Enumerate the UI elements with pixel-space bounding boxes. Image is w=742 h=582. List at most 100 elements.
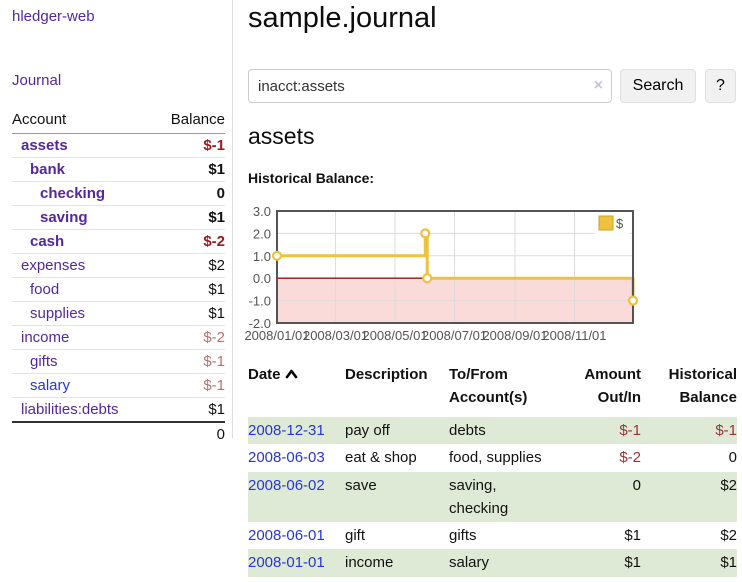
account-link-gifts[interactable]: gifts xyxy=(30,353,58,370)
svg-text:0.0: 0.0 xyxy=(253,271,271,286)
transaction-description: eat & shop xyxy=(345,449,417,467)
transaction-accounts: gifts xyxy=(449,527,477,544)
transaction-date-link[interactable]: 2008-12-31 xyxy=(248,422,325,439)
account-row: assets $-1 xyxy=(12,134,225,158)
account-link-liabilities-debts[interactable]: liabilities:debts xyxy=(21,401,119,418)
transaction-date-link[interactable]: 2008-06-01 xyxy=(248,527,325,544)
account-balance: $1 xyxy=(208,209,225,226)
transaction-balance: $2 xyxy=(720,527,737,544)
transaction-balance: $1 xyxy=(720,554,737,572)
accounts-table: Account Balance assets $-1 bank $1 checkin… xyxy=(12,108,225,446)
historical-balance-chart: $3.0 2.0 1.0 0.0 -1.0 -2.02008/01/012008/03/0… xyxy=(244,204,639,343)
account-link-supplies[interactable]: supplies xyxy=(30,305,86,322)
account-balance: $-1 xyxy=(203,137,225,154)
transaction-amount: $-1 xyxy=(619,422,641,439)
col-amount: Amount Out/In xyxy=(584,366,641,406)
account-link-checking[interactable]: checking xyxy=(40,185,106,202)
account-balance: $1 xyxy=(208,161,225,178)
account-balance: $1 xyxy=(208,401,225,418)
account-balance: $-1 xyxy=(203,353,225,370)
svg-text:2008/01/01: 2008/01/01 xyxy=(244,328,309,343)
transaction-description: save xyxy=(345,476,377,494)
account-row: gifts $-1 xyxy=(12,350,225,374)
col-date[interactable]: Date xyxy=(248,360,345,417)
transaction-accounts: debts xyxy=(449,422,486,439)
svg-text:2008/09/01: 2008/09/01 xyxy=(482,328,547,343)
accounts-total-row: 0 xyxy=(12,422,225,446)
account-heading: assets xyxy=(248,123,315,149)
account-link-saving[interactable]: saving xyxy=(40,209,88,226)
search-input[interactable] xyxy=(248,69,612,103)
svg-text:2008/11/01: 2008/11/01 xyxy=(542,328,606,343)
account-link-expenses[interactable]: expenses xyxy=(21,257,86,274)
account-balance: $2 xyxy=(208,257,225,274)
svg-text:3.0: 3.0 xyxy=(253,204,271,219)
main-content: sample.journal × Search ? assets Histori… xyxy=(244,0,737,582)
account-balance: $-1 xyxy=(203,377,225,394)
transaction-date-link[interactable]: 2008-01-01 xyxy=(248,554,325,572)
brand-link[interactable]: hledger-web xyxy=(12,8,95,25)
help-button[interactable]: ? xyxy=(705,69,736,103)
transaction-description: pay off xyxy=(345,422,390,439)
transaction-accounts: saving, checking xyxy=(449,476,509,517)
transaction-description: gift xyxy=(345,527,366,544)
transaction-accounts: food, supplies xyxy=(449,449,542,467)
account-row: checking 0 xyxy=(12,182,225,206)
clear-search-icon[interactable]: × xyxy=(593,77,603,94)
account-link-income[interactable]: income xyxy=(21,329,70,346)
transaction-date-link[interactable]: 2008-06-03 xyxy=(248,449,325,467)
account-balance: $-2 xyxy=(203,233,225,250)
account-row: saving $1 xyxy=(12,206,225,230)
page-title: sample.journal xyxy=(248,2,437,34)
account-balance: $1 xyxy=(208,281,225,298)
transaction-amount: $1 xyxy=(624,527,641,544)
account-link-bank[interactable]: bank xyxy=(30,161,66,178)
account-link-food[interactable]: food xyxy=(30,281,60,298)
account-row: cash $-2 xyxy=(12,230,225,254)
transaction-row: 2008-01-01 income salary $1 $1 xyxy=(248,549,737,577)
account-link-salary[interactable]: salary xyxy=(30,377,71,394)
search-button[interactable]: Search xyxy=(620,69,696,103)
transaction-balance: 0 xyxy=(728,449,737,467)
account-link-cash[interactable]: cash xyxy=(30,233,65,250)
transaction-amount: $-2 xyxy=(619,449,641,467)
account-link-assets[interactable]: assets xyxy=(21,137,68,154)
svg-text:2.0: 2.0 xyxy=(253,226,271,241)
transaction-row: 2008-06-01 gift gifts $1 $2 xyxy=(248,522,737,549)
account-row: supplies $1 xyxy=(12,302,225,326)
svg-text:2008/07/01: 2008/07/01 xyxy=(422,328,487,343)
chart-title: Historical Balance: xyxy=(248,170,375,186)
transaction-amount: $1 xyxy=(624,554,641,572)
transaction-row: 2008-12-31 pay off debts $-1 $-1 xyxy=(248,417,737,445)
account-row: liabilities:debts $1 xyxy=(12,398,225,422)
account-row: bank $1 xyxy=(12,158,225,182)
sidebar-item-journal[interactable]: Journal xyxy=(12,72,62,89)
transaction-balance: $2 xyxy=(720,476,737,494)
accounts-col-balance: Balance xyxy=(153,108,225,134)
sort-ascending-icon xyxy=(285,364,298,387)
account-row: expenses $2 xyxy=(12,254,225,278)
account-balance: $1 xyxy=(208,305,225,322)
account-row: salary $-1 xyxy=(12,374,225,398)
account-row: food $1 xyxy=(12,278,225,302)
transaction-description: income xyxy=(345,554,394,572)
col-balance: Historical Balance xyxy=(668,366,737,406)
accounts-col-account: Account xyxy=(12,108,154,134)
svg-text:2008/05/01: 2008/05/01 xyxy=(362,328,427,343)
accounts-total: 0 xyxy=(216,426,225,443)
transaction-date-link[interactable]: 2008-06-02 xyxy=(248,476,325,494)
search-bar: × Search ? xyxy=(248,69,737,103)
transaction-row: 2008-06-03 eat & shop food, supplies $-2… xyxy=(248,444,737,471)
col-description: Description xyxy=(345,366,428,383)
transaction-amount: 0 xyxy=(632,476,641,494)
transaction-row: 2008-06-02 save saving, checking 0 $2 xyxy=(248,471,737,522)
sidebar: hledger-web Journal Account Balance asse… xyxy=(0,0,233,443)
svg-text:$: $ xyxy=(616,216,624,231)
svg-text:-2.0: -2.0 xyxy=(249,316,271,331)
svg-text:2008/03/01: 2008/03/01 xyxy=(303,328,368,343)
transaction-accounts: salary xyxy=(449,554,490,572)
svg-text:1.0: 1.0 xyxy=(253,249,271,264)
svg-text:-1.0: -1.0 xyxy=(249,294,271,309)
account-balance: $-2 xyxy=(203,329,225,346)
account-row: income $-2 xyxy=(12,326,225,350)
